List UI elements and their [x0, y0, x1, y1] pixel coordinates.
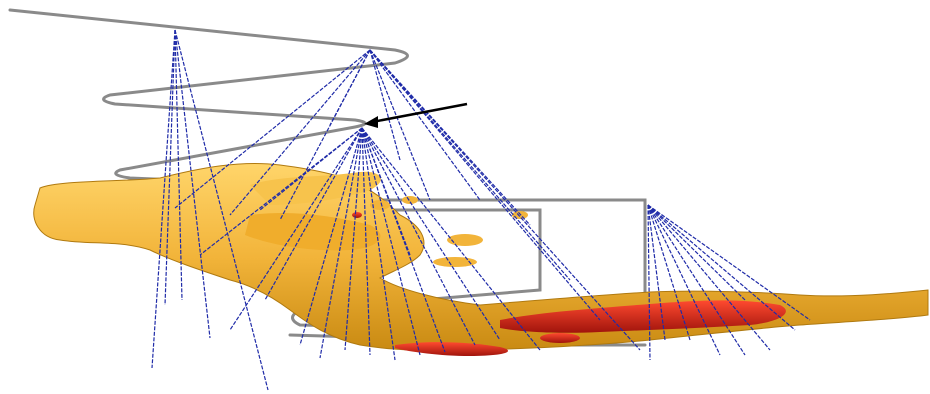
drill-fan-right	[647, 204, 811, 361]
drill-hole-fans	[151, 29, 811, 391]
gold-orebody	[33, 163, 929, 352]
drill-fan-upper-center	[174, 49, 641, 351]
drill-fan-center	[199, 127, 541, 361]
upper-ramp	[8, 8, 409, 185]
pointer-arrow	[364, 102, 468, 128]
drill-fan-upper-left	[151, 29, 269, 391]
